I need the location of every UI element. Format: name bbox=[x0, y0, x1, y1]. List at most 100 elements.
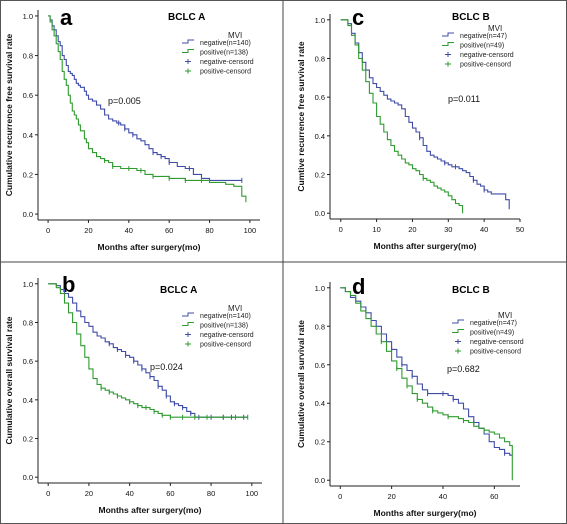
series-positive-line bbox=[340, 19, 464, 214]
legend-label: negative(n=140) bbox=[200, 313, 251, 320]
y-axis-title: Cumulative recurrence free survival rate bbox=[4, 33, 14, 196]
legend-swatch-line bbox=[182, 312, 194, 317]
panel-title: BCLC A bbox=[168, 12, 205, 23]
panel-letter: d bbox=[352, 274, 365, 299]
y-axis-title: Cumulative overall survival rate bbox=[296, 320, 306, 448]
x-tick-label: 30 bbox=[444, 225, 452, 234]
y-tick-label: 1.0 bbox=[315, 284, 325, 293]
series-negative-line bbox=[48, 15, 242, 181]
x-tick-label: 40 bbox=[480, 225, 488, 234]
p-value: p=0.682 bbox=[447, 364, 480, 374]
x-tick-label: 60 bbox=[165, 226, 173, 235]
x-tick-label: 40 bbox=[125, 489, 133, 498]
x-tick-label: 0 bbox=[46, 489, 50, 498]
x-tick-label: 20 bbox=[408, 225, 416, 234]
legend-label: negative(n=140) bbox=[200, 40, 251, 47]
y-tick-label: 0.4 bbox=[23, 396, 33, 405]
p-value: p=0.024 bbox=[150, 362, 183, 372]
y-tick-label: 0.0 bbox=[23, 210, 33, 219]
y-axis-title: Cumtive recurrence free survival rate bbox=[296, 41, 306, 192]
y-tick-label: 0.2 bbox=[23, 170, 33, 179]
x-tick-label: 60 bbox=[490, 492, 498, 501]
y-tick-label: 0.4 bbox=[315, 132, 325, 141]
series-negative-line bbox=[48, 283, 248, 418]
legend-label: negative-censord bbox=[470, 339, 524, 346]
legend-label: positive(n=138) bbox=[200, 323, 248, 330]
y-axis-title: Cumulative overall survival rate bbox=[4, 316, 14, 444]
x-tick-label: 50 bbox=[516, 225, 524, 234]
panel-letter: a bbox=[60, 5, 73, 30]
legend-swatch-line bbox=[182, 322, 194, 326]
legend-label: negative-censord bbox=[460, 52, 514, 59]
x-tick-label: 40 bbox=[439, 492, 447, 501]
legend-label: positive(n=49) bbox=[470, 330, 514, 337]
y-tick-label: 0.0 bbox=[315, 476, 325, 485]
legend-label: positive-censord bbox=[460, 62, 511, 69]
x-tick-label: 20 bbox=[85, 489, 93, 498]
panel-d: 0.0 0.2 0.4 0.6 0.8 1.0 0 20 40 60 Months after su… bbox=[296, 274, 524, 518]
x-tick-label: 60 bbox=[166, 489, 174, 498]
y-tick-label: 0.8 bbox=[315, 322, 325, 331]
panel-c: 0.0 0.2 0.4 0.6 0.8 1.0 0 10 20 30 40 50 Months afte… bbox=[296, 5, 524, 251]
legend-swatch-line bbox=[452, 329, 464, 333]
x-axis-title: Months after surgery(mo) bbox=[374, 241, 477, 251]
legend-swatch-line bbox=[442, 42, 454, 46]
x-tick-label: 20 bbox=[387, 492, 395, 501]
legend-title: MVI bbox=[488, 24, 502, 33]
y-tick-label: 0.2 bbox=[315, 171, 325, 180]
legend-label: positive(n=49) bbox=[460, 43, 504, 50]
x-tick-label: 100 bbox=[246, 489, 259, 498]
legend-title: MVI bbox=[498, 311, 512, 320]
y-tick-label: 0.4 bbox=[23, 131, 33, 140]
panel-title: BCLC A bbox=[160, 285, 197, 296]
y-tick-label: 1.0 bbox=[315, 16, 325, 25]
y-tick-label: 0.8 bbox=[23, 318, 33, 327]
legend-label: negative-censord bbox=[200, 332, 254, 339]
x-tick-label: 0 bbox=[46, 226, 50, 235]
y-tick-label: 0.0 bbox=[23, 473, 33, 482]
legend-label: positive-censord bbox=[470, 349, 521, 356]
y-tick-label: 0.8 bbox=[23, 52, 33, 61]
legend-label: negative-censord bbox=[200, 59, 254, 66]
panel-title: BCLC B bbox=[452, 12, 490, 23]
legend-title: MVI bbox=[228, 31, 242, 40]
y-tick-label: 1.0 bbox=[23, 12, 33, 21]
y-tick-label: 1.0 bbox=[23, 280, 33, 289]
x-tick-label: 80 bbox=[205, 226, 213, 235]
p-value: p=0.011 bbox=[448, 94, 480, 104]
x-tick-label: 0 bbox=[339, 225, 343, 234]
y-tick-label: 0.6 bbox=[315, 93, 325, 102]
legend-swatch-line bbox=[442, 32, 454, 37]
legend-title: MVI bbox=[228, 304, 242, 313]
legend-label: negative(n=47) bbox=[460, 33, 507, 40]
y-tick-label: 0.2 bbox=[23, 435, 33, 444]
p-value: p=0.005 bbox=[108, 96, 141, 106]
y-tick-label: 0.6 bbox=[315, 361, 325, 370]
legend-swatch-line bbox=[182, 39, 194, 44]
legend-swatch-line bbox=[452, 319, 464, 324]
y-tick-label: 0.6 bbox=[23, 91, 33, 100]
x-axis-title: Months after surgery(mo) bbox=[99, 505, 202, 515]
x-axis-title: Months after surgery(mo) bbox=[374, 508, 477, 518]
panel-a: 0.0 0.2 0.4 0.6 0.8 1.0 0 20 40 60 80 100 Months aft… bbox=[4, 5, 260, 252]
x-tick-label: 40 bbox=[125, 226, 133, 235]
legend-label: positive-censord bbox=[200, 69, 251, 76]
legend-label: positive-censord bbox=[200, 342, 251, 349]
y-tick-label: 0.2 bbox=[315, 438, 325, 447]
series-positive-line bbox=[340, 287, 513, 481]
y-tick-label: 0.6 bbox=[23, 357, 33, 366]
x-axis-title: Months after surgery(mo) bbox=[98, 242, 201, 252]
series-positive-line bbox=[48, 283, 248, 418]
x-tick-label: 100 bbox=[244, 226, 257, 235]
panel-title: BCLC B bbox=[452, 285, 490, 296]
legend-swatch-line bbox=[182, 49, 194, 53]
legend-label: negative(n=47) bbox=[470, 320, 517, 327]
panel-letter: c bbox=[352, 5, 364, 30]
x-tick-label: 80 bbox=[207, 489, 215, 498]
y-tick-label: 0.4 bbox=[315, 399, 325, 408]
